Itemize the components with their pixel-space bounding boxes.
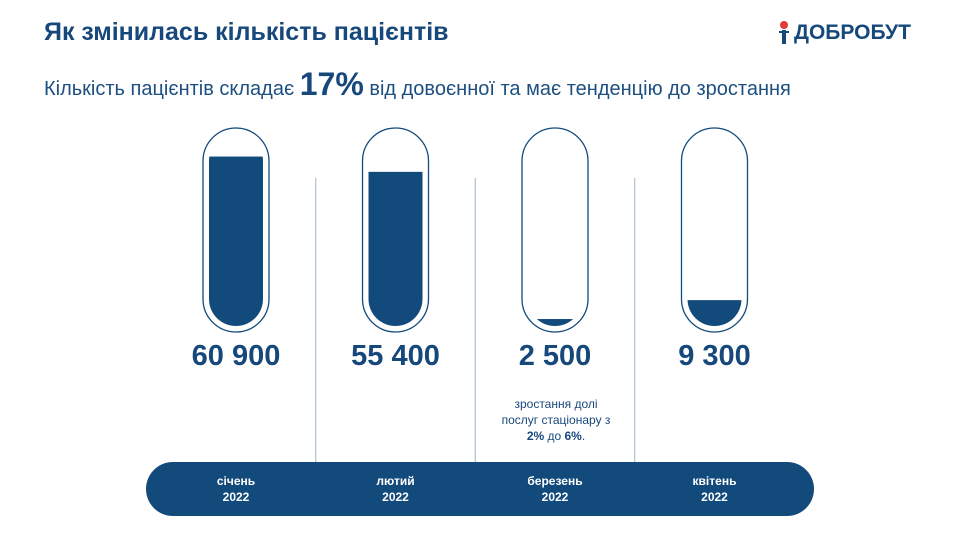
tube-fill [528,319,582,326]
value-label: 55 400 [351,340,440,372]
subtitle-text: Кількість пацієнтів складає [44,78,295,100]
subtitle: Кількість пацієнтів складає 17% від дово… [44,66,791,103]
tube [361,127,430,333]
value-label: 9 300 [678,340,751,372]
logo-text: ДОБРОБУТ [794,21,911,44]
category-label: січень 2022 [216,474,256,504]
value-label: 60 900 [192,340,281,372]
annotation-bold: 6% [564,429,582,443]
annotation-bold: 2% [526,429,545,443]
tube [680,127,749,333]
annotation-text: до [544,429,565,443]
annotation-text: зростання долі послуг стаціонару з [501,397,611,427]
annotation-text: . [581,429,586,443]
category-label: квітень 2022 [692,474,737,504]
tube-fill [687,300,742,326]
subtitle-highlight: 17% [299,66,364,102]
tube [521,127,589,333]
category-label: лютий 2022 [376,474,415,504]
subtitle-text: від довоєнної та має тенденцію до зроста… [369,78,791,100]
logo-icon [779,21,789,44]
value-label: 2 500 [519,340,592,372]
tube-fill [209,156,263,326]
title: Як змінилась кількість пацієнтів [44,18,449,46]
annotation: зростання долі послуг стаціонару з 2% до… [495,396,617,444]
tube-fill [368,171,423,326]
logo: ДОБРОБУТ [778,20,911,46]
tube [202,127,270,333]
category-label: березень 2022 [527,474,583,504]
timeline-band [146,462,814,516]
